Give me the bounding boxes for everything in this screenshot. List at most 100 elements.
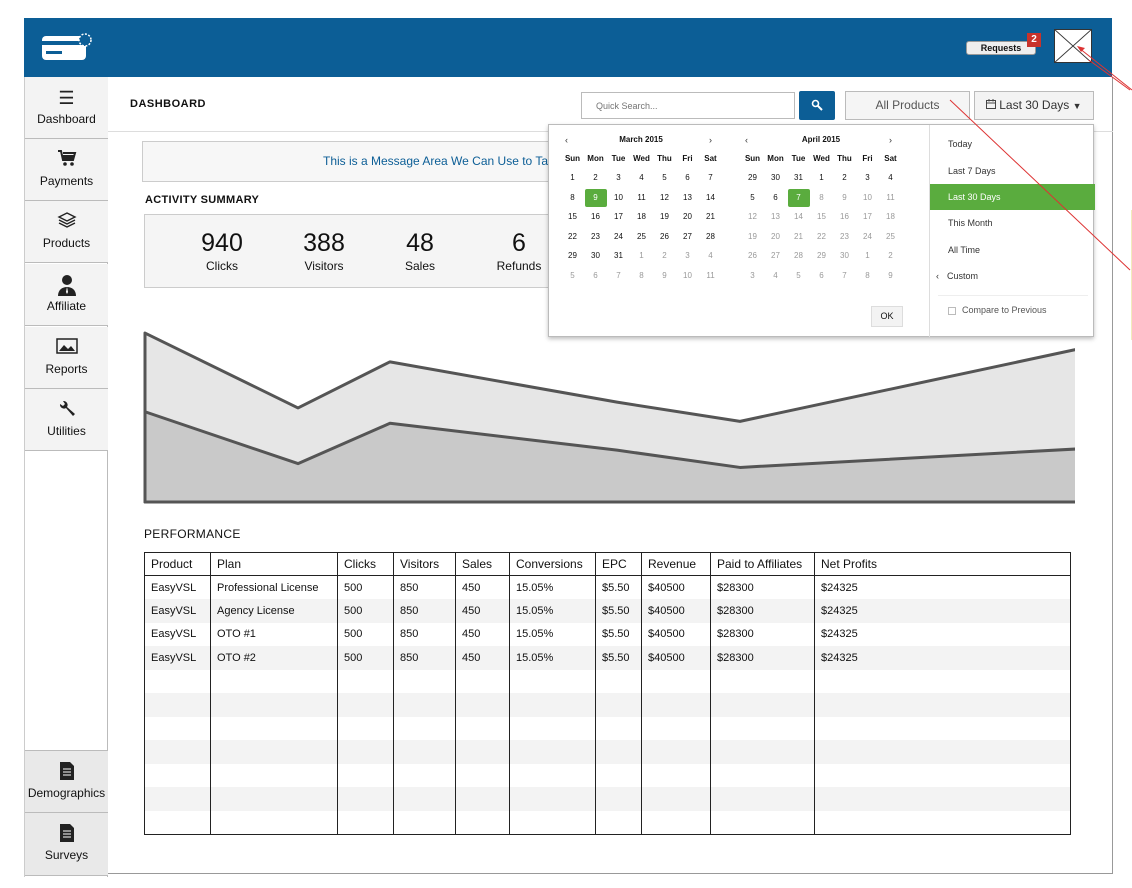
calendar-day[interactable]: 17	[614, 212, 623, 222]
calendar-day[interactable]: 3	[685, 251, 690, 261]
calendar-day[interactable]: 2	[593, 173, 598, 183]
calendar-day[interactable]: 19	[748, 231, 757, 241]
calendar-day[interactable]: 4	[639, 173, 644, 183]
calendar-day[interactable]: 20	[771, 231, 780, 241]
range-all-time[interactable]: All Time	[948, 245, 981, 255]
range-last-7-days[interactable]: Last 7 Days	[948, 166, 996, 176]
column-header[interactable]: Clicks	[337, 552, 394, 576]
calendar-day[interactable]: 15	[568, 212, 577, 222]
requests-button[interactable]: Requests	[966, 41, 1036, 55]
next-month-icon[interactable]: ›	[889, 135, 892, 145]
calendar-day[interactable]: 3	[616, 173, 621, 183]
column-header[interactable]: EPC	[595, 552, 642, 576]
calendar-day[interactable]: 9	[888, 270, 893, 280]
sidebar-item-payments[interactable]: Payments	[25, 139, 108, 201]
calendar-day[interactable]: 17	[863, 212, 872, 222]
calendar-day[interactable]: 19	[660, 212, 669, 222]
search-button[interactable]	[799, 91, 835, 120]
calendar-day[interactable]: 7	[616, 270, 621, 280]
calendar-day[interactable]: 13	[771, 212, 780, 222]
calendar-day[interactable]: 8	[819, 192, 824, 202]
prev-month-icon[interactable]: ‹	[565, 135, 568, 145]
calendar-day[interactable]: 25	[886, 231, 895, 241]
calendar-day[interactable]: 13	[683, 192, 692, 202]
calendar-day[interactable]: 6	[685, 173, 690, 183]
compare-checkbox[interactable]: Compare to Previous	[948, 305, 1047, 315]
calendar-day[interactable]: 5	[570, 270, 575, 280]
calendar-day[interactable]: 20	[683, 212, 692, 222]
calendar-day[interactable]: 9	[662, 270, 667, 280]
calendar-day[interactable]: 27	[771, 251, 780, 261]
calendar-day[interactable]: 31	[614, 251, 623, 261]
calendar-day[interactable]: 9	[584, 188, 607, 207]
calendar-day[interactable]: 23	[840, 231, 849, 241]
column-header[interactable]: Visitors	[393, 552, 456, 576]
calendar-day[interactable]: 16	[840, 212, 849, 222]
calendar-day[interactable]: 1	[865, 251, 870, 261]
next-month-icon[interactable]: ›	[709, 135, 712, 145]
range-this-month[interactable]: This Month	[948, 218, 993, 228]
calendar-day[interactable]: 9	[842, 192, 847, 202]
calendar-day[interactable]: 15	[817, 212, 826, 222]
calendar-day[interactable]: 10	[683, 270, 692, 280]
calendar-day[interactable]: 1	[570, 173, 575, 183]
column-header[interactable]: Paid to Affiliates	[710, 552, 815, 576]
column-header[interactable]: Conversions	[509, 552, 596, 576]
calendar-day[interactable]: 14	[706, 192, 715, 202]
calendar-day[interactable]: 28	[794, 251, 803, 261]
calendar-day[interactable]: 7	[708, 173, 713, 183]
range-last-30-days[interactable]: Last 30 Days	[930, 184, 1095, 210]
calendar-day[interactable]: 11	[706, 270, 715, 280]
ok-button[interactable]: OK	[871, 306, 903, 327]
calendar-day[interactable]: 2	[842, 173, 847, 183]
calendar-day[interactable]: 26	[660, 231, 669, 241]
column-header[interactable]: Sales	[455, 552, 510, 576]
calendar-day[interactable]: 7	[842, 270, 847, 280]
calendar-day[interactable]: 10	[614, 192, 623, 202]
calendar-day[interactable]: 12	[660, 192, 669, 202]
calendar-day[interactable]: 29	[748, 173, 757, 183]
calendar-day[interactable]: 21	[794, 231, 803, 241]
sidebar-item-surveys[interactable]: Surveys	[25, 813, 108, 876]
calendar-day[interactable]: 18	[637, 212, 646, 222]
search-input[interactable]	[581, 92, 795, 119]
calendar-day[interactable]: 6	[819, 270, 824, 280]
calendar-day[interactable]: 23	[591, 231, 600, 241]
calendar-day[interactable]: 5	[662, 173, 667, 183]
avatar-placeholder-icon[interactable]	[1054, 29, 1092, 63]
calendar-day[interactable]: 3	[865, 173, 870, 183]
calendar-day[interactable]: 29	[568, 251, 577, 261]
sidebar-item-demographics[interactable]: Demographics	[25, 750, 108, 813]
calendar-day[interactable]: 8	[865, 270, 870, 280]
sidebar-item-utilities[interactable]: Utilities	[25, 389, 108, 451]
calendar-day[interactable]: 4	[888, 173, 893, 183]
column-header[interactable]: Plan	[210, 552, 338, 576]
range-today[interactable]: Today	[948, 139, 973, 149]
calendar-day[interactable]: 12	[748, 212, 757, 222]
calendar-day[interactable]: 31	[794, 173, 803, 183]
calendar-day[interactable]: 27	[683, 231, 692, 241]
calendar-day[interactable]: 28	[706, 231, 715, 241]
calendar-day[interactable]: 2	[662, 251, 667, 261]
calendar-day[interactable]: 22	[817, 231, 826, 241]
calendar-day[interactable]: 24	[863, 231, 872, 241]
range-custom[interactable]: ‹ Custom	[930, 263, 1095, 289]
calendar-day[interactable]: 24	[614, 231, 623, 241]
calendar-day[interactable]: 11	[637, 192, 646, 202]
calendar-day[interactable]: 8	[639, 270, 644, 280]
calendar-day[interactable]: 1	[639, 251, 644, 261]
calendar-day[interactable]: 21	[706, 212, 715, 222]
calendar-day[interactable]: 16	[591, 212, 600, 222]
calendar-day[interactable]: 11	[886, 192, 895, 202]
calendar-day[interactable]: 30	[771, 173, 780, 183]
column-header[interactable]: Net Profits	[814, 552, 1071, 576]
calendar-day[interactable]: 18	[886, 212, 895, 222]
logo-icon[interactable]	[42, 32, 96, 62]
calendar-day[interactable]: 30	[591, 251, 600, 261]
calendar-day[interactable]: 3	[750, 270, 755, 280]
date-range-button[interactable]: Last 30 Days ▼	[974, 91, 1094, 120]
sidebar-item-affiliate[interactable]: Affiliate	[25, 264, 108, 326]
all-products-dropdown[interactable]: All Products	[845, 91, 970, 120]
column-header[interactable]: Revenue	[641, 552, 711, 576]
calendar-day[interactable]: 7	[787, 188, 810, 207]
